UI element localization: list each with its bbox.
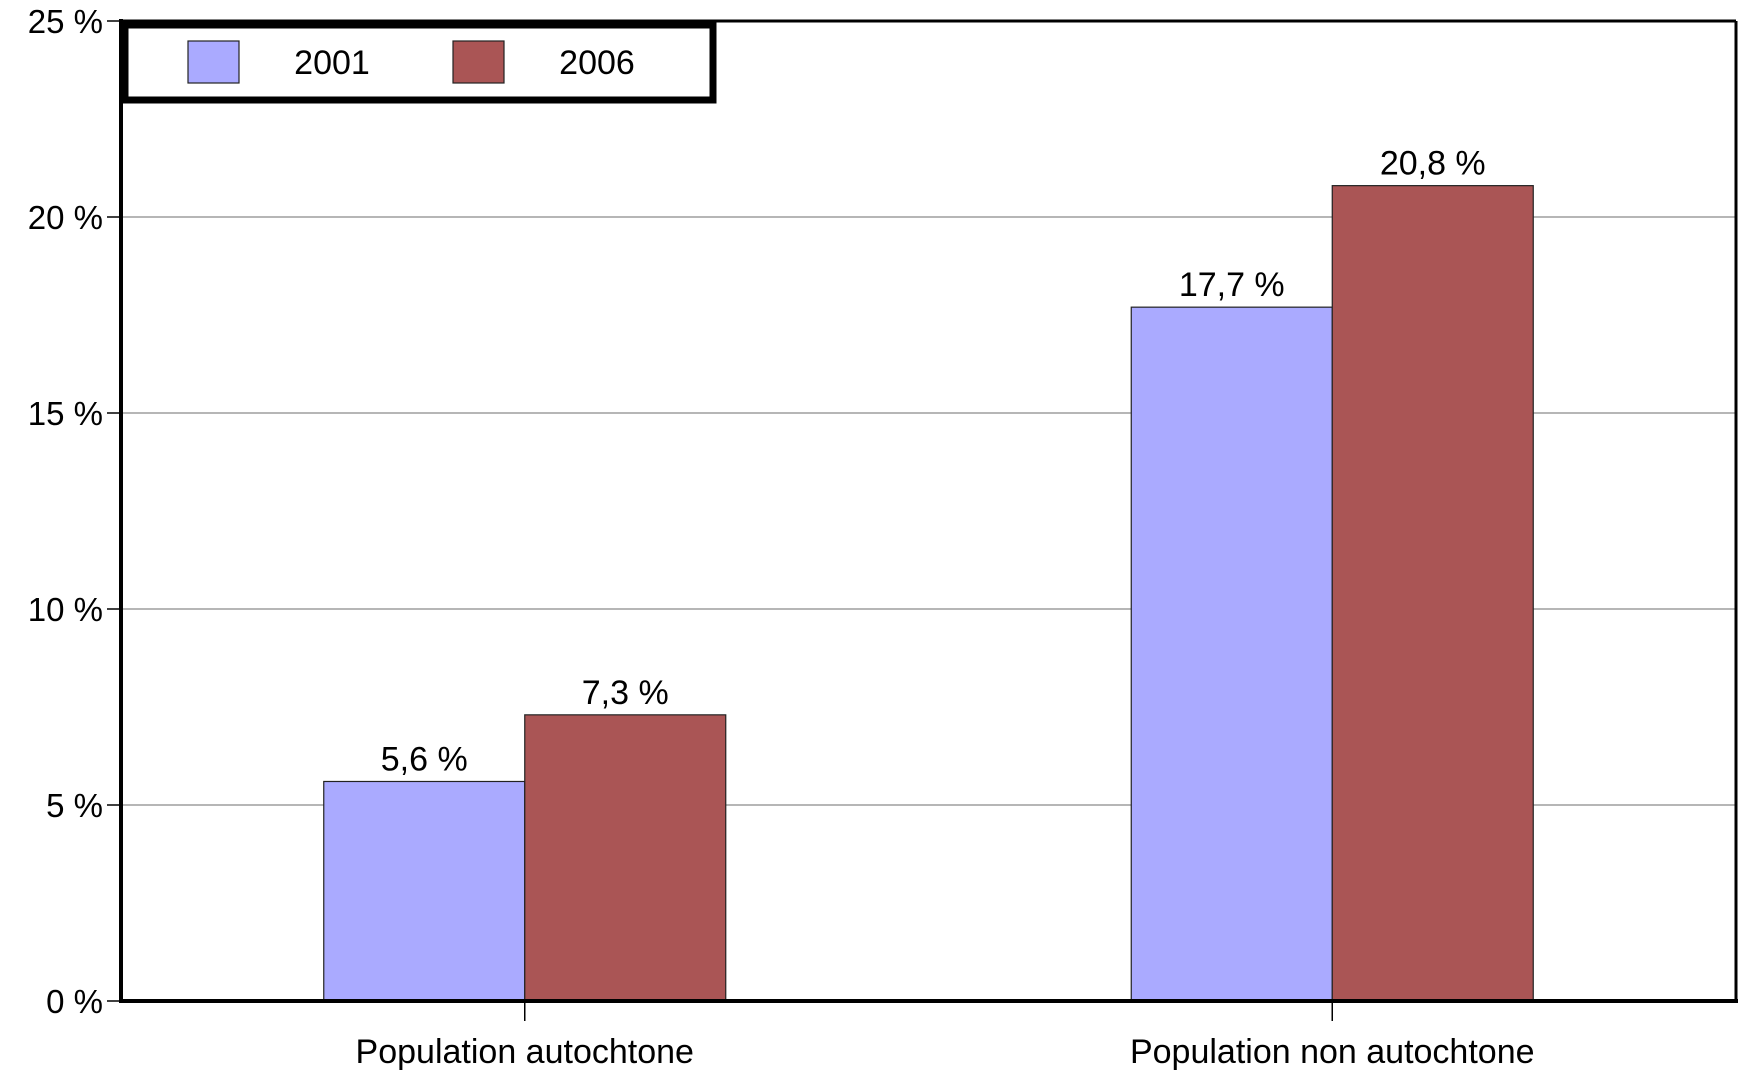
data-labels: 5,6 % 17,7 % 7,3 % 20,8 % — [381, 145, 1486, 779]
data-label: 5,6 % — [381, 740, 468, 778]
data-label: 17,7 % — [1179, 266, 1285, 304]
bar — [1331, 185, 1534, 1002]
bar — [524, 714, 727, 1002]
x-tick-label: Population non autochtone — [1130, 1033, 1535, 1070]
bar — [1130, 306, 1333, 1002]
y-tick-label: 5 % — [46, 787, 103, 824]
y-tick-label: 0 % — [46, 983, 103, 1020]
y-tick-label: 10 % — [28, 591, 103, 628]
legend-swatch — [187, 40, 240, 84]
legend: 2001 2006 — [121, 21, 717, 104]
x-tick-label: Population autochtone — [356, 1033, 694, 1070]
y-tick-label: 15 % — [28, 395, 103, 432]
plot-frame — [119, 19, 1738, 1003]
legend-label: 2006 — [559, 44, 635, 82]
y-tick-label: 25 % — [28, 3, 103, 40]
data-label: 20,8 % — [1380, 145, 1486, 183]
legend-label: 2001 — [294, 44, 370, 82]
data-label: 7,3 % — [582, 674, 669, 712]
bars — [323, 185, 1534, 1002]
x-axis-ticks: Population autochtone Population non auto… — [356, 1001, 1535, 1070]
y-tick-label: 20 % — [28, 199, 103, 236]
bar — [323, 780, 526, 1002]
legend-swatch — [452, 40, 505, 84]
y-axis-ticks: 0 % 5 % 10 % 15 % 20 % 25 % — [28, 3, 121, 1020]
